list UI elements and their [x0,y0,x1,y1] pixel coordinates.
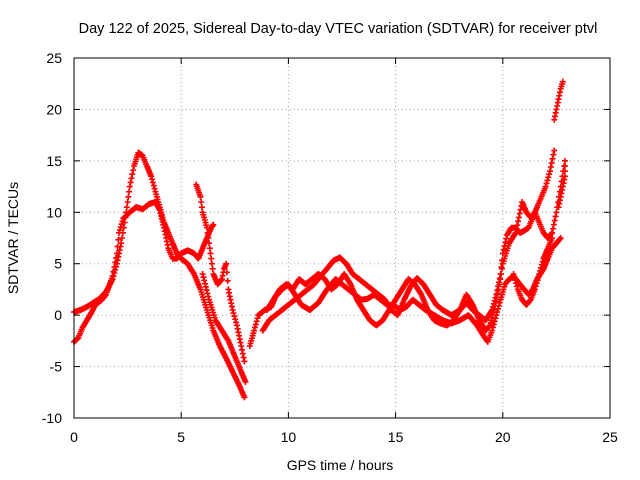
series-track-10 [555,163,568,211]
data-point-markers [193,181,248,365]
data-point-markers [555,163,568,211]
axes: 0 5 10 15 20 25 -10 -5 0 5 10 15 20 25 [42,50,618,445]
x-tick-label: 0 [70,429,78,445]
data-point-markers [199,271,249,385]
data-marks [71,78,568,401]
y-tick-label: 10 [46,204,62,220]
grid [74,58,610,418]
y-tick-label: 15 [46,153,62,169]
plot-frame [73,57,611,419]
series-track-4 [199,271,249,385]
x-tick-label: 10 [281,429,297,445]
y-tick-label: -5 [50,359,63,375]
chart-title: Day 122 of 2025, Sidereal Day-to-day VTE… [79,21,598,37]
y-tick-label: 5 [54,256,62,272]
y-tick-label: -10 [42,410,62,426]
data-point-markers [510,235,556,308]
y-tick-label: 0 [54,307,62,323]
x-tick-label: 25 [602,429,618,445]
data-point-markers [551,78,566,123]
series-track-3 [193,181,248,365]
x-axis-label: GPS time / hours [287,457,394,473]
x-tick-label: 15 [388,429,404,445]
data-point-markers [263,157,568,334]
x-tick-label: 5 [177,429,185,445]
x-tick-label: 20 [495,429,511,445]
y-tick-label: 20 [46,101,62,117]
y-axis-label: SDTVAR / TECUs [5,182,21,294]
series-track-9 [551,78,566,123]
y-tick-label: 25 [46,50,62,66]
series-track-8 [510,235,556,308]
series-track-7 [263,157,568,334]
